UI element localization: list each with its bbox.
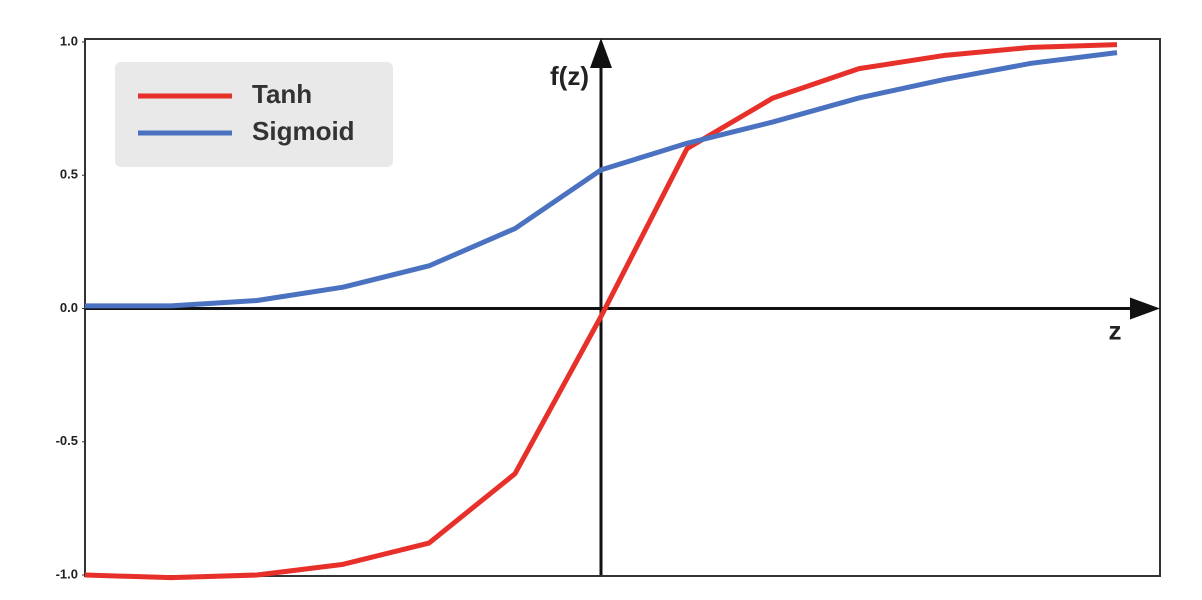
y-tick-label: 0.5	[60, 167, 78, 182]
series-line	[85, 50, 1118, 309]
x-axis-arrow	[1130, 297, 1160, 320]
y-tick-label: -1.0	[56, 566, 78, 581]
y-tick-label: -0.5	[56, 433, 78, 448]
x-axis-label: z	[1109, 315, 1122, 345]
legend-label: Sigmoid	[252, 116, 355, 146]
y-axis-arrow	[590, 38, 612, 68]
legend-box	[115, 62, 393, 167]
plot-layer: -1.0 -0.5 0.0 0.5 1.0 z f(z) Tanh Sigmoid	[56, 33, 1160, 581]
series-line	[84, 42, 1118, 581]
legend-label: Tanh	[252, 79, 312, 109]
y-tick-label: 0.0	[60, 300, 78, 315]
y-tick-label: 1.0	[60, 33, 78, 48]
y-axis-label: f(z)	[550, 61, 589, 91]
